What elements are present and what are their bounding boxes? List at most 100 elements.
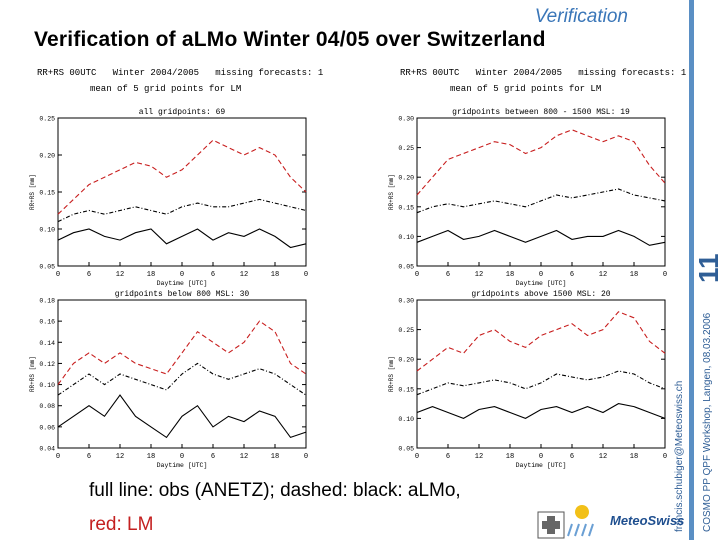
y-tick-label: 0.16 (39, 319, 55, 326)
series-line-obs (416, 229, 666, 246)
x-tick-label: 0 (304, 453, 308, 461)
x-tick-label: 0 (415, 453, 419, 461)
y-tick-label: 0.05 (398, 264, 414, 271)
x-tick-label: 18 (147, 271, 155, 279)
chart-panel-1: all gridpoints: 69 0.05 0.10 0.15 0.20 0.25 0 6… (29, 108, 308, 287)
chart-title: all gridpoints: 69 (139, 108, 226, 117)
y-tick-label: 0.10 (398, 234, 414, 241)
y-tick-label: 0.30 (398, 116, 414, 123)
x-tick-label: 18 (506, 453, 514, 461)
x-tick-label: 0 (539, 271, 543, 279)
x-tick-label: 6 (446, 271, 450, 279)
y-axis-label: RR+RS [mm] (29, 356, 36, 392)
y-axis-label: RR+RS [mm] (388, 174, 395, 210)
series-line-lm (57, 320, 307, 385)
y-tick-label: 0.06 (39, 424, 55, 431)
x-axis-label: Daytime [UTC] (157, 462, 208, 469)
x-tick-label: 0 (56, 453, 60, 461)
series-line-lm (57, 139, 307, 215)
header-left-line1: RR+RS 00UTC Winter 2004/2005 missing for… (37, 68, 324, 78)
series-line-obs (416, 403, 666, 420)
y-tick-label: 0.20 (398, 175, 414, 182)
x-tick-label: 12 (240, 271, 248, 279)
y-tick-label: 0.08 (39, 403, 55, 410)
y-tick-label: 0.04 (39, 446, 55, 453)
meteoswiss-logo-icon (537, 505, 594, 539)
y-tick-label: 0.05 (39, 264, 55, 271)
y-tick-label: 0.10 (39, 227, 55, 234)
chart-panel-4: gridpoints above 1500 MSL: 20 0.05 0.10 0.1… (388, 290, 667, 469)
x-tick-label: 6 (87, 453, 91, 461)
x-tick-label: 0 (539, 453, 543, 461)
y-tick-label: 0.05 (398, 446, 414, 453)
x-tick-label: 6 (570, 271, 574, 279)
x-axis-label: Daytime [UTC] (516, 280, 567, 287)
x-tick-label: 12 (475, 453, 483, 461)
series-line-almo (57, 198, 307, 223)
series-line-almo (416, 188, 666, 214)
x-tick-label: 6 (446, 453, 450, 461)
y-tick-label: 0.12 (39, 361, 55, 368)
y-tick-label: 0.25 (398, 145, 414, 152)
y-tick-label: 0.15 (39, 190, 55, 197)
chart-title: gridpoints below 800 MSL: 30 (115, 290, 250, 299)
y-axis-label: RR+RS [mm] (388, 356, 395, 392)
series-line-almo (57, 362, 307, 396)
caption-line1: full line: obs (ANETZ); dashed: black: a… (89, 480, 461, 501)
series-line-lm (416, 129, 666, 196)
series-line-almo (416, 370, 666, 396)
x-tick-label: 0 (304, 271, 308, 279)
chart-title: gridpoints between 800 - 1500 MSL: 19 (452, 108, 630, 117)
right-accent-bar (689, 0, 694, 540)
slide-title: Verification of aLMo Winter 04/05 over S… (34, 28, 546, 51)
section-title: Verification (534, 6, 628, 27)
x-tick-label: 6 (211, 271, 215, 279)
plot-frame (416, 117, 666, 267)
x-tick-label: 18 (630, 271, 638, 279)
y-tick-label: 0.10 (398, 416, 414, 423)
x-tick-label: 6 (211, 453, 215, 461)
y-tick-label: 0.18 (39, 298, 55, 305)
x-tick-label: 12 (116, 453, 124, 461)
y-tick-label: 0.15 (398, 204, 414, 211)
header-right-line1: RR+RS 00UTC Winter 2004/2005 missing for… (400, 68, 687, 78)
x-axis-label: Daytime [UTC] (157, 280, 208, 287)
x-tick-label: 6 (87, 271, 91, 279)
series-line-obs (57, 228, 307, 249)
x-tick-label: 6 (570, 453, 574, 461)
x-tick-label: 0 (415, 271, 419, 279)
header-left-line2: mean of 5 grid points for LM (90, 84, 242, 94)
x-tick-label: 12 (116, 271, 124, 279)
y-axis-label: RR+RS [mm] (29, 174, 36, 210)
y-tick-label: 0.30 (398, 298, 414, 305)
x-tick-label: 12 (475, 271, 483, 279)
plot-frame (57, 117, 307, 267)
y-tick-label: 0.25 (39, 116, 55, 123)
y-tick-label: 0.25 (398, 327, 414, 334)
series-line-obs (57, 394, 307, 439)
series-line-lm (416, 311, 666, 372)
x-tick-label: 12 (599, 271, 607, 279)
y-tick-label: 0.10 (39, 382, 55, 389)
logo-text: MeteoSwiss (610, 513, 685, 528)
chart-title: gridpoints above 1500 MSL: 20 (471, 290, 610, 299)
x-tick-label: 0 (663, 271, 667, 279)
x-tick-label: 18 (271, 271, 279, 279)
plot-frame (416, 299, 666, 449)
y-tick-label: 0.20 (39, 153, 55, 160)
chart-panel-3: gridpoints below 800 MSL: 30 0.04 0.06 0.08… (29, 290, 308, 469)
x-tick-label: 0 (180, 271, 184, 279)
x-tick-label: 18 (630, 453, 638, 461)
x-tick-label: 12 (599, 453, 607, 461)
x-tick-label: 18 (506, 271, 514, 279)
y-tick-label: 0.14 (39, 340, 55, 347)
x-tick-label: 12 (240, 453, 248, 461)
y-tick-label: 0.20 (398, 357, 414, 364)
x-tick-label: 18 (147, 453, 155, 461)
x-tick-label: 0 (56, 271, 60, 279)
x-tick-label: 18 (271, 453, 279, 461)
x-tick-label: 0 (180, 453, 184, 461)
y-tick-label: 0.15 (398, 386, 414, 393)
